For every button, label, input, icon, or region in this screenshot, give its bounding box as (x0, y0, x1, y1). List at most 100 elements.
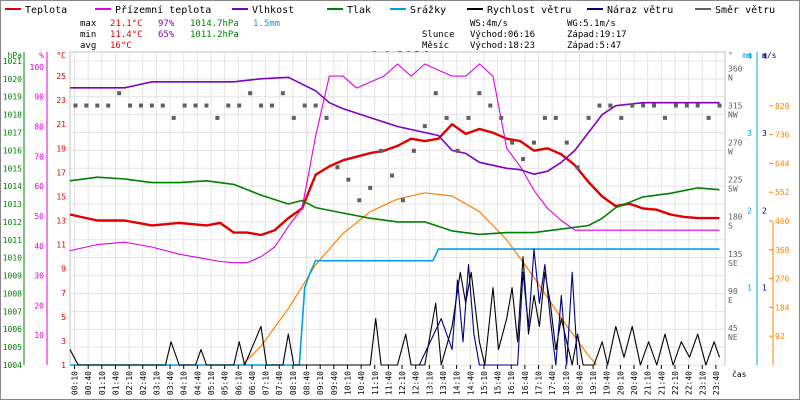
wind-direction-point (302, 103, 307, 108)
axis-tick-pct: 100 (30, 63, 45, 72)
wind-direction-point (95, 103, 100, 108)
axis-unit-dir: ° (728, 51, 733, 60)
series-solar-line (241, 192, 598, 366)
axis-tick-temp: 21 (56, 120, 66, 129)
legend-label: Vlhkost (252, 5, 294, 16)
axis-tick-hpa: 1020 (3, 75, 22, 84)
legend-item: Tlak (327, 5, 371, 16)
axis-tick-hpa: 1008 (3, 289, 22, 298)
axis-tick-pct: 80 (34, 123, 44, 132)
stat-rain: 1.5mm (253, 19, 280, 29)
info-moon-rise: Východ:18:23 (470, 41, 535, 51)
axis-tick-temp: 23 (56, 96, 66, 105)
series-temperature-line (69, 123, 720, 237)
axis-tick-x: 07:40 (275, 371, 284, 395)
axis-tick-x: 14:40 (466, 371, 475, 395)
wind-direction-point (433, 91, 438, 96)
axis-tick-hpa: 1017 (3, 128, 22, 137)
axis-tick-x: 20:10 (616, 371, 625, 395)
axis-tick-dir-label: N (728, 73, 733, 82)
axis-tick-temp: 11 (56, 241, 66, 250)
axis-tick-temp: 3 (61, 337, 66, 346)
axis-tick-x: 05:10 (207, 371, 216, 395)
info-wg: WG:5.1m/s (567, 19, 616, 29)
axis-tick-ms: 1 (762, 284, 767, 293)
axis-tick-x: 01:40 (111, 371, 120, 395)
axis-tick-hpa: 1015 (3, 164, 22, 173)
stat-temp: 21.1°C (110, 19, 143, 29)
axis-tick-x: 00:40 (84, 371, 93, 395)
wind-direction-point (499, 115, 504, 120)
axis-tick-temp: 17 (56, 168, 66, 177)
wind-direction-point (379, 148, 384, 153)
wind-direction-point (652, 103, 657, 108)
wind-direction-point (368, 185, 373, 190)
wind-direction-point (597, 103, 602, 108)
wind-direction-point (117, 91, 122, 96)
wind-direction-point (488, 103, 493, 108)
wind-direction-point (237, 103, 242, 108)
axis-tick-temp: 13 (56, 217, 66, 226)
wind-direction-point (73, 103, 78, 108)
axis-tick-pct: 90 (34, 93, 44, 102)
wind-direction-point (630, 103, 635, 108)
legend-item: Rychlost větru (467, 4, 571, 16)
axis-tick-mm: 2 (747, 206, 752, 215)
axis-tick-x: 14:10 (453, 371, 462, 395)
axis-tick-dir-label: S (728, 222, 733, 231)
series-wind-gust-line (418, 248, 579, 366)
wind-direction-point (335, 165, 340, 170)
axis-tick-x: 04:10 (180, 371, 189, 395)
wind-direction-point (695, 103, 700, 108)
axis-tick-hpa: 1018 (3, 111, 22, 120)
axis-tick-hpa: 1013 (3, 200, 22, 209)
axis-unit-ms: m/s (762, 51, 777, 60)
axis-unit-x: čas (732, 369, 747, 379)
axis-tick-x: 08:40 (303, 371, 312, 395)
axis-tick-temp: 9 (61, 265, 66, 274)
axis-tick-dir-label: NE (728, 333, 738, 342)
stats-block: max 21.1°C 97% 1014.7hPa 1.5mm min 11.4°C 65% 10… (80, 19, 280, 51)
legend-item: Přízemní teplota (95, 4, 211, 16)
legend-label: Rychlost větru (487, 4, 571, 16)
axis-tick-ms: 3 (762, 129, 767, 138)
legend-label: Náraz větru (607, 4, 673, 16)
axis-tick-x: 16:10 (507, 371, 516, 395)
axis-tick-pct: 30 (34, 272, 44, 281)
info-moon-set: Západ:5:47 (567, 41, 621, 51)
series-precipitation-line (70, 248, 720, 366)
axis-tick-x: 13:40 (439, 371, 448, 395)
legend: Teplota Přízemní teplota Vlhkost Tlak Srážky… (5, 4, 775, 16)
axis-tick-x: 18:10 (562, 371, 571, 395)
axis-tick-hpa: 1009 (3, 272, 22, 281)
axis-tick-pct: 70 (34, 152, 44, 161)
axis-tick-hpa: 1006 (3, 325, 22, 334)
wind-direction-point (226, 103, 231, 108)
axis-tick-x: 21:10 (644, 371, 653, 395)
wind-direction-point (160, 103, 165, 108)
axis-tick-hpa: 1014 (3, 182, 22, 191)
axis-tick-x: 13:10 (425, 371, 434, 395)
axis-tick-temp: 19 (56, 144, 66, 153)
legend-item: Vlhkost (232, 5, 294, 16)
axis-tick-x: 22:10 (671, 371, 680, 395)
axis-tick-temp: 25 (56, 72, 66, 81)
info-sun-set: Západ:19:17 (567, 30, 627, 40)
axis-tick-x: 23:10 (698, 371, 707, 395)
wind-direction-point (357, 198, 362, 203)
axis-tick-x: 19:40 (603, 371, 612, 395)
axis-tick-dir: 225 (728, 176, 743, 185)
wind-direction-point (84, 103, 89, 108)
wind-direction-point (106, 103, 111, 108)
axis-tick-x: 10:10 (343, 371, 352, 395)
axis-tick-x: 22:40 (685, 371, 694, 395)
axis-tick-sun: 276 (775, 275, 790, 284)
axis-tick-dir: 315 (728, 102, 743, 111)
info-sun-rise: Východ:06:16 (470, 30, 535, 40)
info-moon-label: Měsíc (422, 41, 449, 51)
axis-tick-temp: 1 (61, 361, 66, 370)
wind-direction-point (171, 115, 176, 120)
legend-item: Srážky (390, 4, 446, 16)
wind-direction-point (521, 157, 526, 162)
axis-tick-dir-label: NW (728, 111, 738, 120)
